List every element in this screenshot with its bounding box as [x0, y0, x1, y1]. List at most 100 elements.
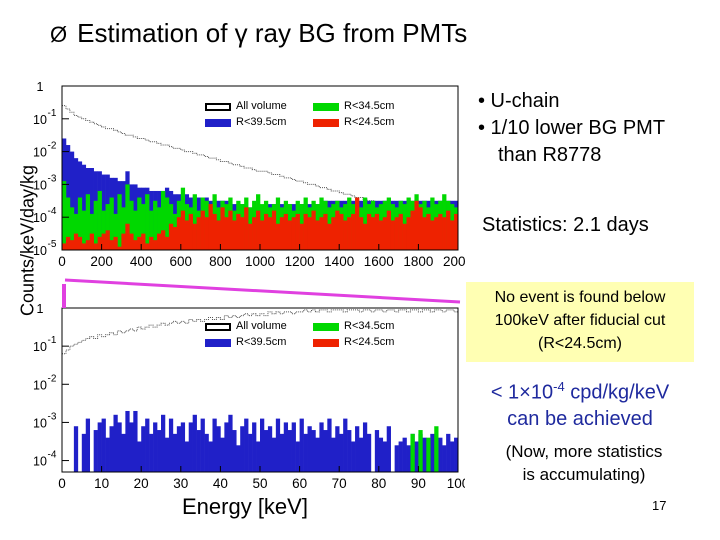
bar-r395cm [398, 441, 403, 472]
bar-r245cm [176, 217, 182, 250]
bar-r395cm [414, 441, 419, 472]
bar-r245cm [307, 217, 312, 250]
bar-r245cm [121, 233, 126, 250]
bar-r245cm [220, 207, 225, 250]
bar-r395cm [315, 437, 320, 472]
bar-r395cm [335, 426, 340, 472]
bar-r395cm [141, 426, 146, 472]
legend-label: R<24.5cm [344, 116, 395, 128]
bar-r395cm [117, 422, 122, 472]
bar-r395cm [121, 433, 126, 472]
legend-label: All volume [236, 100, 287, 112]
bar-r395cm [347, 430, 352, 472]
x-tick-label: 800 [209, 254, 232, 269]
page-number: 17 [652, 498, 667, 513]
bar-r245cm [153, 240, 158, 250]
bar-r395cm [402, 437, 407, 472]
now-line: (Now, more statistics [505, 442, 663, 461]
bullet-item: than R8778 [498, 144, 602, 166]
y-tick-label: 10 [33, 178, 47, 192]
y-tick-label: 10 [33, 113, 47, 127]
bar-r395cm [220, 437, 225, 472]
bar-r245cm [113, 236, 118, 250]
bar-r245cm [434, 217, 439, 250]
bar-r245cm [184, 220, 190, 250]
legend-top: All volume R<39.5cm R<34.5cm R<24.5cm [205, 100, 415, 130]
bar-r395cm [291, 422, 296, 472]
bar-r245cm [263, 213, 269, 250]
bar-r395cm [232, 430, 237, 472]
bar-r245cm [252, 217, 257, 250]
x-tick-label: 600 [170, 254, 193, 269]
x-tick-label: 40 [213, 476, 228, 491]
series-all-volume-line [62, 309, 458, 355]
bar-r245cm [125, 223, 130, 250]
bar-r345cm [113, 213, 118, 250]
bar-r245cm [450, 220, 455, 250]
bar-r395cm [93, 430, 98, 472]
x-tick-label: 1200 [285, 254, 315, 269]
x-tick-label: 1800 [403, 254, 433, 269]
limit-prefix: < 1×10 [490, 381, 554, 404]
x-tick-label: 90 [411, 476, 426, 491]
limit-text: < 1×10-4 cpd/kg/keV can be achieved [462, 374, 698, 432]
zoom-connector [62, 278, 461, 308]
bar-r345cm [133, 210, 138, 250]
limit-line2: can be achieved [507, 407, 653, 430]
x-axis-label: Energy [keV] [182, 494, 308, 519]
note-line: (R<24.5cm) [537, 335, 623, 352]
bar-r395cm [299, 418, 304, 472]
bar-r245cm [426, 213, 431, 250]
bar-r245cm [438, 213, 443, 250]
bar-r245cm [382, 217, 388, 250]
bar-r395cm [176, 426, 182, 472]
bar-r245cm [422, 217, 427, 250]
bar-r245cm [410, 210, 415, 250]
bar-r395cm [382, 441, 388, 472]
bar-r345cm [121, 207, 126, 250]
bar-r345cm [65, 197, 71, 250]
now-line: is accumulating) [522, 465, 646, 484]
bar-r345cm [153, 200, 158, 250]
bar-r345cm [141, 204, 146, 250]
bar-r245cm [366, 213, 372, 250]
bar-r345cm [85, 194, 91, 250]
bar-r245cm [343, 220, 348, 250]
bar-r245cm [93, 243, 98, 250]
bar-r395cm [149, 433, 154, 472]
bar-r245cm [180, 210, 186, 250]
bar-r395cm [374, 430, 380, 472]
bar-r245cm [275, 223, 281, 250]
bar-r245cm [311, 210, 316, 250]
bar-r395cm [454, 437, 459, 472]
bar-r245cm [390, 220, 395, 250]
legend-label: R<39.5cm [236, 116, 287, 128]
bar-r395cm [283, 422, 289, 472]
bar-r245cm [69, 240, 75, 250]
bar-r395cm [311, 430, 316, 472]
legend-label: R<24.5cm [344, 336, 395, 348]
bar-r345cm [77, 197, 83, 250]
bullet-item: • U-chain [478, 90, 560, 112]
slide-title-text: Estimation of γ ray BG from PMTs [77, 18, 468, 48]
bar-r245cm [303, 213, 308, 250]
bar-r245cm [430, 220, 435, 250]
bar-r345cm [109, 197, 114, 250]
bar-r345cm [434, 426, 439, 472]
bar-r395cm [89, 168, 94, 250]
bar-r395cm [73, 426, 79, 472]
bar-r245cm [386, 210, 391, 250]
bar-r245cm [172, 227, 178, 250]
bar-r395cm [228, 414, 233, 472]
statistics-text: Statistics: 2.1 days [482, 214, 649, 236]
bar-r245cm [279, 217, 285, 250]
bar-r395cm [212, 418, 217, 472]
bar-r345cm [93, 200, 98, 250]
y-tick-exponent: -1 [48, 108, 57, 119]
x-tick-label: 0 [58, 254, 66, 269]
bar-r395cm [331, 437, 336, 472]
legend-label: All volume [236, 320, 287, 332]
bar-r245cm [85, 240, 91, 250]
legend-label: R<34.5cm [344, 100, 395, 112]
bar-r395cm [85, 418, 91, 472]
